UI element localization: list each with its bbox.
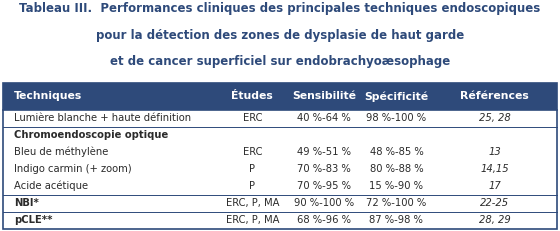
- Text: 90 %-100 %: 90 %-100 %: [295, 198, 354, 208]
- FancyBboxPatch shape: [3, 83, 557, 110]
- Text: ERC: ERC: [242, 113, 262, 123]
- Text: pCLE**: pCLE**: [14, 215, 53, 225]
- Text: NBI*: NBI*: [14, 198, 39, 208]
- Text: 49 %-51 %: 49 %-51 %: [297, 147, 351, 157]
- Text: 72 %-100 %: 72 %-100 %: [366, 198, 427, 208]
- Text: ERC: ERC: [242, 147, 262, 157]
- Text: Bleu de méthylène: Bleu de méthylène: [14, 147, 108, 158]
- Text: Lumière blanche + haute définition: Lumière blanche + haute définition: [14, 113, 191, 123]
- Text: 98 %-100 %: 98 %-100 %: [366, 113, 427, 123]
- Text: Techniques: Techniques: [14, 91, 82, 101]
- Text: P: P: [249, 164, 255, 174]
- Text: 70 %-83 %: 70 %-83 %: [297, 164, 351, 174]
- Text: 40 %-64 %: 40 %-64 %: [297, 113, 351, 123]
- Text: 14,15: 14,15: [480, 164, 509, 174]
- Text: ERC, P, MA: ERC, P, MA: [226, 215, 279, 225]
- Text: Chromoendoscopie optique: Chromoendoscopie optique: [14, 130, 168, 140]
- Text: 80 %-88 %: 80 %-88 %: [370, 164, 423, 174]
- Text: Études: Études: [231, 91, 273, 101]
- Text: Tableau III.  Performances cliniques des principales techniques endoscopiques: Tableau III. Performances cliniques des …: [20, 2, 540, 15]
- Text: 48 %-85 %: 48 %-85 %: [370, 147, 423, 157]
- Text: Références: Références: [460, 91, 529, 101]
- Text: 87 %-98 %: 87 %-98 %: [370, 215, 423, 225]
- Text: 17: 17: [488, 181, 501, 191]
- Text: 68 %-96 %: 68 %-96 %: [297, 215, 351, 225]
- Text: Indigo carmin (+ zoom): Indigo carmin (+ zoom): [14, 164, 132, 174]
- Text: Spécificité: Spécificité: [365, 91, 428, 102]
- Text: 13: 13: [488, 147, 501, 157]
- Text: 22-25: 22-25: [480, 198, 510, 208]
- Text: ERC, P, MA: ERC, P, MA: [226, 198, 279, 208]
- Text: pour la détection des zones de dysplasie de haut garde: pour la détection des zones de dysplasie…: [96, 29, 464, 42]
- Text: Acide acétique: Acide acétique: [14, 181, 88, 191]
- Text: et de cancer superficiel sur endobrachyoæsophage: et de cancer superficiel sur endobrachyo…: [110, 55, 450, 68]
- Text: 25, 28: 25, 28: [479, 113, 511, 123]
- Text: Sensibilité: Sensibilité: [292, 91, 356, 101]
- Text: P: P: [249, 181, 255, 191]
- Text: 70 %-95 %: 70 %-95 %: [297, 181, 351, 191]
- Text: 28, 29: 28, 29: [479, 215, 511, 225]
- Text: 15 %-90 %: 15 %-90 %: [370, 181, 423, 191]
